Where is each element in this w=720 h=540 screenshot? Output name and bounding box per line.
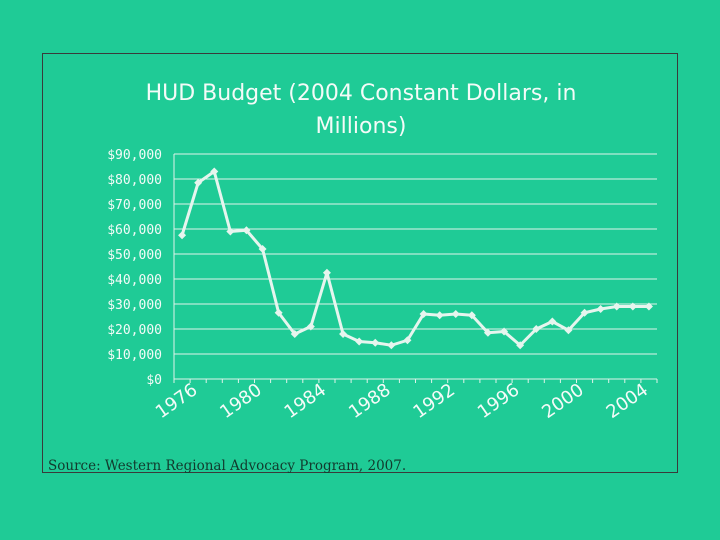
data-point (467, 311, 476, 320)
y-tick-label: $70,000 (107, 198, 162, 213)
data-point (290, 330, 299, 338)
chart-frame: HUD Budget (2004 Constant Dollars, in Mil… (42, 53, 678, 473)
data-point (371, 338, 380, 347)
x-tick-label: 2000 (538, 379, 588, 422)
data-point (564, 326, 573, 335)
data-point (194, 178, 203, 187)
series-line (180, 170, 649, 347)
x-tick-label: 1980 (216, 379, 266, 422)
y-tick-label: $20,000 (107, 323, 162, 338)
series-polyline (180, 170, 649, 347)
chart-svg: HUD Budget (2004 Constant Dollars, in Mil… (107, 81, 658, 423)
chart-title-line: HUD Budget (2004 Constant Dollars, in (146, 81, 577, 106)
x-tick-label: 1992 (409, 379, 459, 422)
data-point (628, 302, 637, 311)
data-point (419, 310, 428, 318)
data-point (306, 322, 315, 331)
x-tick-label: 1984 (281, 379, 331, 422)
data-point (178, 231, 187, 240)
data-point (483, 328, 492, 337)
data-point (242, 226, 251, 235)
data-point (355, 337, 364, 346)
data-point (500, 327, 509, 336)
data-points (178, 167, 653, 350)
y-tick-label: $60,000 (107, 223, 162, 238)
chart-title-line: Millions) (316, 114, 407, 139)
data-point (612, 302, 621, 311)
y-tick-label: $40,000 (107, 273, 162, 288)
data-point (387, 341, 396, 350)
y-tick-label: $0 (146, 373, 162, 388)
y-tick-label: $30,000 (107, 298, 162, 313)
data-point (435, 311, 444, 320)
chart-title: HUD Budget (2004 Constant Dollars, in Mil… (146, 81, 577, 139)
x-tick-label: 1996 (474, 379, 524, 422)
data-point (403, 336, 412, 345)
data-point (258, 245, 267, 253)
data-point (532, 325, 541, 333)
y-tick-label: $50,000 (107, 248, 162, 263)
data-point (596, 305, 605, 313)
data-point (516, 341, 525, 350)
data-point (548, 317, 557, 326)
data-point (644, 302, 653, 311)
x-tick-label: 1988 (345, 379, 395, 422)
data-point (339, 330, 348, 338)
data-point (322, 268, 331, 277)
data-point (580, 308, 589, 317)
source-note: Source: Western Regional Advocacy Progra… (48, 458, 407, 474)
y-axis: $0 $10,000 $20,000 $30,000 $40,000 $50,000 $60… (107, 148, 162, 388)
y-tick-label: $90,000 (107, 148, 162, 163)
data-point (226, 227, 235, 236)
data-point (210, 167, 219, 176)
data-point (451, 310, 460, 318)
y-tick-label: $10,000 (107, 348, 162, 363)
data-point (274, 308, 283, 317)
gridlines (173, 153, 657, 380)
y-tick-label: $80,000 (107, 173, 162, 188)
x-tick-label: 2004 (603, 379, 653, 422)
x-axis: 1976 1980 1984 1988 1992 1996 2000 2004 (152, 379, 658, 423)
